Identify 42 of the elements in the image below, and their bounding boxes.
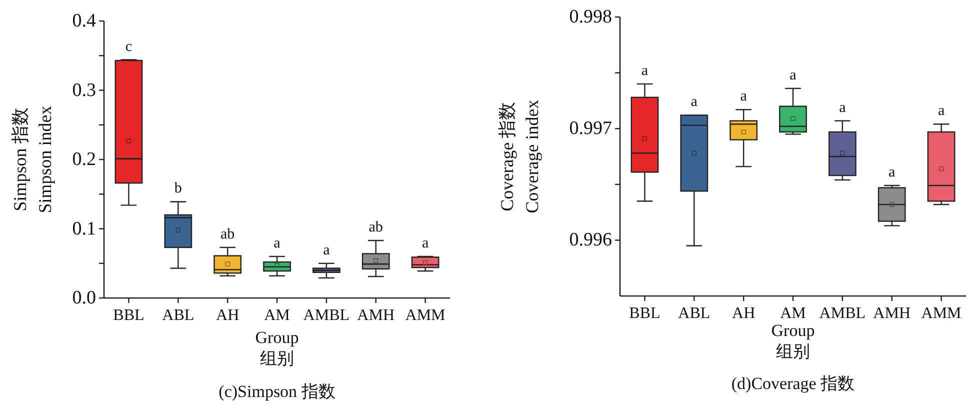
y-tick-label: 0.0 [72, 288, 96, 308]
y-tick-label: 0.997 [569, 118, 612, 140]
x-tick-label: AMBL [819, 305, 866, 322]
x-tick-label: AH [732, 305, 756, 322]
x-tick-label: ABL [678, 305, 710, 322]
annotation: a [839, 100, 846, 116]
annotation: ab [220, 226, 235, 242]
y-tick-label: 0.996 [569, 230, 612, 251]
x-tick-label: AMBL [303, 307, 350, 324]
x-tick-label: AM [780, 305, 806, 322]
x-axis-title: Group 组别 [255, 328, 299, 368]
annotation: a [790, 67, 797, 84]
y-tick-label: 0.3 [72, 80, 96, 101]
x-tick-label: AMH [357, 307, 395, 324]
annotation: a [888, 164, 896, 181]
annotation: a [274, 235, 281, 252]
x-tick-label: ABL [162, 307, 194, 324]
annotation: a [690, 94, 698, 110]
y-tick-label: 0.998 [569, 6, 612, 28]
annotation: b [174, 180, 182, 197]
y-tick-label: 0.1 [72, 218, 96, 240]
x-axis-title: Group 组别 [771, 321, 815, 361]
text: (c)Simpson 指数 [218, 382, 336, 401]
annotation: a [323, 242, 330, 258]
x-tick-label: AM [264, 307, 290, 324]
y-axis-title: Simpson 指数 Simpson index [10, 106, 55, 214]
y-tick-label: 0.2 [72, 149, 96, 170]
text: (d)Coverage 指数 [731, 374, 855, 393]
x-tick-label: AMM [921, 305, 962, 322]
annotation: a [641, 62, 648, 79]
x-tick-label: BBL [113, 307, 144, 324]
x-tick-label: BBL [629, 305, 660, 322]
y-tick-label: 0.4 [72, 10, 96, 32]
x-tick-label: AMH [873, 305, 911, 322]
annotation: ab [368, 220, 383, 236]
x-tick-label: AMM [405, 307, 446, 324]
annotation: a [938, 103, 945, 120]
x-tick-label: AH [216, 307, 240, 324]
y-axis-title: Coverage 指数 Coverage index [497, 100, 542, 214]
annotation: c [125, 38, 132, 55]
annotation: a [422, 235, 429, 252]
annotation: a [740, 88, 748, 105]
